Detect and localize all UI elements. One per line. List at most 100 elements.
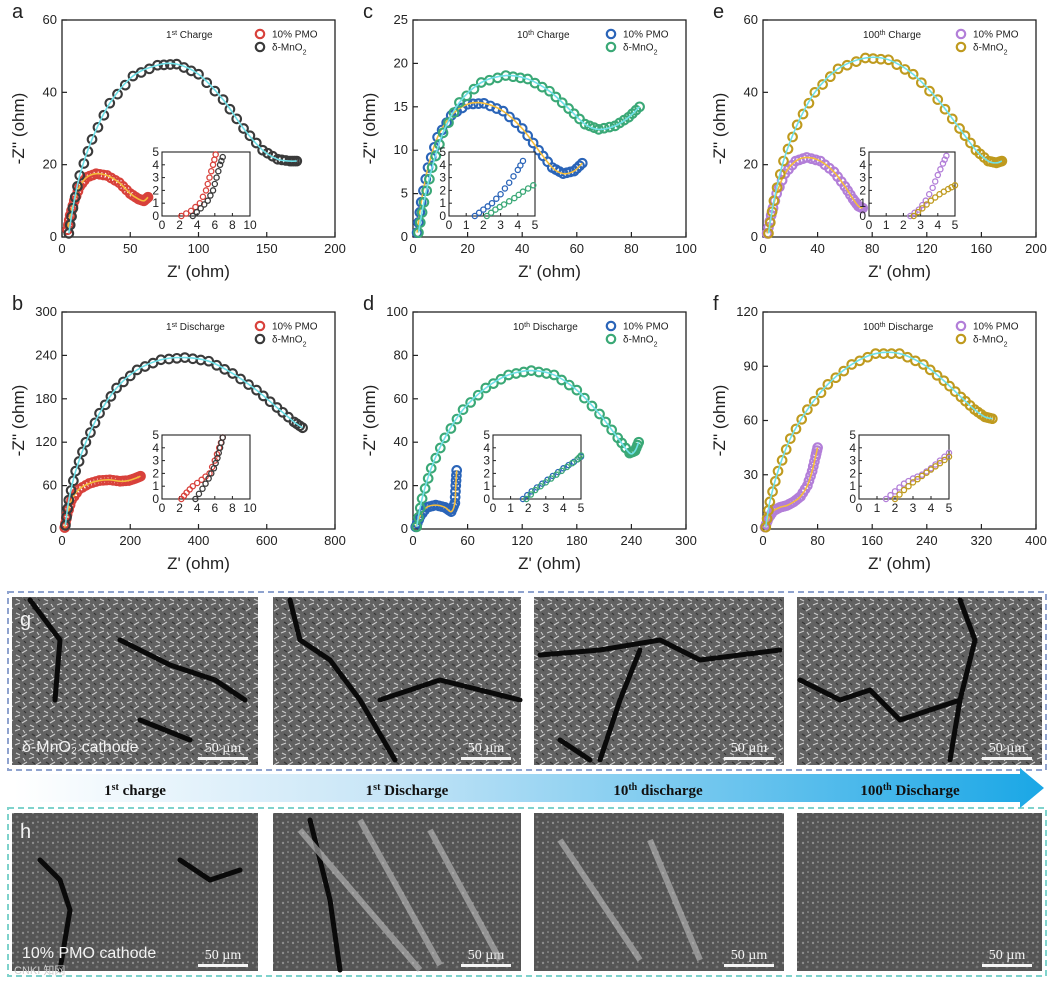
data-point xyxy=(434,442,446,454)
data-point xyxy=(491,103,503,114)
title-rest: Charge xyxy=(534,30,570,41)
data-point xyxy=(238,123,249,134)
data-point xyxy=(510,117,522,129)
inset-data-point xyxy=(487,209,495,217)
inset-data-point xyxy=(931,178,939,185)
inset-data-point xyxy=(523,495,530,503)
legend-sub: 2 xyxy=(654,341,658,348)
legend-label: δ-MnO2 xyxy=(973,335,1008,349)
sem-image-g-2 xyxy=(273,597,523,765)
inset-y-tick-label: 4 xyxy=(439,158,446,172)
sem-crack xyxy=(797,597,978,763)
stage-sup: th xyxy=(883,782,892,793)
data-point xyxy=(579,392,590,404)
inset-data-point xyxy=(905,482,912,490)
title-rest: Discharge xyxy=(177,322,225,333)
data-point xyxy=(857,202,868,214)
data-point xyxy=(556,97,568,109)
inset-data-point xyxy=(197,205,204,212)
series-mno2 xyxy=(413,70,645,239)
scale-bar-label: 50 µm xyxy=(205,948,242,963)
legend-sub: 2 xyxy=(303,49,307,56)
inset-x-tick-label: 2 xyxy=(480,218,487,232)
data-point xyxy=(78,158,90,169)
inset-data-point xyxy=(934,171,942,179)
inset-data-point xyxy=(515,191,522,199)
data-point xyxy=(784,433,796,444)
inset-data-point xyxy=(936,459,944,467)
data-point xyxy=(416,493,428,504)
data-point xyxy=(806,465,818,477)
inset-data-point xyxy=(537,482,544,490)
title-sup: th xyxy=(880,30,886,37)
data-point xyxy=(211,359,223,371)
series-pmo xyxy=(761,152,868,239)
inset-y-tick-label: 1 xyxy=(483,479,490,493)
inset-y-tick-label: 0 xyxy=(152,492,159,506)
data-point xyxy=(430,150,442,162)
inset-y-tick-label: 4 xyxy=(849,441,856,455)
y-tick-label: 240 xyxy=(35,347,57,362)
legend-marker xyxy=(605,333,617,345)
y-axis-label: -Z'' (ohm) xyxy=(710,93,729,165)
inset-data-point xyxy=(900,486,908,494)
data-point xyxy=(634,101,645,113)
data-point xyxy=(939,103,951,115)
data-point xyxy=(830,372,842,384)
chart-title: 10th Discharge xyxy=(513,322,578,334)
inset-data-point xyxy=(524,185,532,192)
x-tick-label: 400 xyxy=(1025,533,1047,548)
x-tick-label: 200 xyxy=(324,241,346,256)
inset-data-point xyxy=(524,491,531,499)
data-point xyxy=(495,373,507,385)
data-point xyxy=(805,470,816,482)
data-point xyxy=(544,85,555,97)
sem-crack xyxy=(537,637,783,763)
inset-y-tick-label: 4 xyxy=(483,441,490,455)
data-point xyxy=(82,146,94,157)
data-point xyxy=(264,396,276,408)
data-point xyxy=(787,131,798,143)
inset-x-tick-label: 6 xyxy=(211,218,218,232)
data-point xyxy=(838,365,850,377)
sem-crack xyxy=(27,597,248,743)
x-tick-label: 0 xyxy=(58,241,65,256)
y-tick-label: 0 xyxy=(751,521,758,536)
inset-data-point xyxy=(531,486,539,494)
y-tick-label: 25 xyxy=(394,12,408,27)
legend-label: δ-MnO2 xyxy=(623,335,658,349)
title-main: 100 xyxy=(863,30,880,41)
inset-x-tick-label: 10 xyxy=(243,501,257,515)
inset-data-point xyxy=(480,206,487,213)
inset-x-tick-label: 6 xyxy=(211,501,218,515)
panel-label: e xyxy=(713,1,724,23)
data-point xyxy=(563,379,575,391)
sem-image-h-4 xyxy=(797,813,1042,971)
stage-main: 100 xyxy=(860,783,883,799)
chart-title: 1st Discharge xyxy=(166,322,225,334)
legend-marker xyxy=(254,320,266,332)
data-point xyxy=(791,119,803,131)
title-sup: st xyxy=(172,322,178,329)
panel-label: c xyxy=(363,1,373,23)
inset-data-point xyxy=(493,195,500,202)
sem-crack xyxy=(37,857,243,973)
caption-h: 10% PMO cathode xyxy=(22,945,156,962)
series-mno2 xyxy=(63,58,303,239)
y-tick-label: 0 xyxy=(50,229,57,244)
chart-title: 1st Charge xyxy=(166,30,213,42)
inset-data-point xyxy=(929,184,936,192)
data-point xyxy=(454,97,465,108)
title-sup: th xyxy=(880,322,886,329)
inset-data-point xyxy=(198,476,205,484)
data-point xyxy=(89,417,101,429)
x-tick-label: 100 xyxy=(675,241,697,256)
stage-sup: st xyxy=(373,782,381,793)
inset-data-point xyxy=(951,182,959,189)
data-point xyxy=(434,139,445,150)
inset-data-point xyxy=(510,173,517,180)
